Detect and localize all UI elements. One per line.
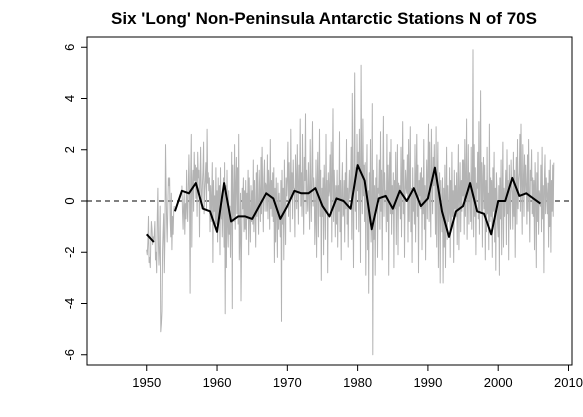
chart-title: Six 'Long' Non-Peninsula Antarctic Stati… xyxy=(111,9,537,28)
x-tick-label-1990: 1990 xyxy=(413,375,442,390)
x-tick-label-2010: 2010 xyxy=(554,375,583,390)
y-tick-label-0: 0 xyxy=(62,197,77,204)
y-tick-label-6: 6 xyxy=(62,44,77,51)
x-tick-label-1960: 1960 xyxy=(203,375,232,390)
y-tick-label--4: -4 xyxy=(62,298,77,310)
monthly-anomaly-line xyxy=(146,49,555,356)
y-tick-label-4: 4 xyxy=(62,95,77,102)
x-tick-label-2000: 2000 xyxy=(484,375,513,390)
annual-series-group xyxy=(145,164,541,243)
x-tick-label-1950: 1950 xyxy=(132,375,161,390)
y-tick-label--6: -6 xyxy=(62,349,77,361)
x-tick-label-1970: 1970 xyxy=(273,375,302,390)
y-axis: -6 -4 -2 0 2 4 6 xyxy=(62,44,87,361)
y-tick-label-2: 2 xyxy=(62,146,77,153)
monthly-series-group xyxy=(146,49,555,356)
y-tick-label--2: -2 xyxy=(62,246,77,258)
x-axis: 1950 1960 1970 1980 1990 2000 2010 xyxy=(132,365,583,390)
annual-mean-line-2 xyxy=(173,164,541,238)
x-tick-label-1980: 1980 xyxy=(343,375,372,390)
annual-mean-line-1 xyxy=(145,233,155,243)
